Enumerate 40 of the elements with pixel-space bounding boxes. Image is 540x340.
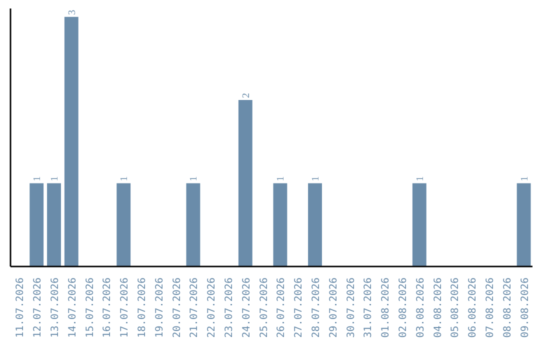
x-tick-label: 11.07.2026 [15, 277, 26, 338]
data-label: 1 [50, 176, 60, 182]
x-tick-label: 07.08.2026 [485, 277, 496, 338]
data-label: 1 [32, 176, 44, 182]
x-tick-label: 30.07.2026 [346, 277, 357, 338]
x-tick-label: 02.08.2026 [398, 277, 409, 338]
x-tick-label: 29.07.2026 [328, 277, 340, 338]
x-tick-label: 16.07.2026 [102, 277, 114, 338]
data-label: 3 [66, 10, 78, 15]
x-tick-label: 04.08.2026 [432, 277, 444, 338]
x-tick-label: 27.07.2026 [294, 277, 305, 338]
data-label: 1 [414, 176, 426, 182]
x-tick-label: 18.07.2026 [137, 277, 148, 338]
data-label: 1 [310, 176, 322, 182]
x-tick-label: 15.07.2026 [84, 277, 96, 338]
data-label: 1 [188, 176, 200, 182]
x-tick-label: 12.07.2026 [32, 277, 44, 338]
data-label: 1 [276, 176, 287, 182]
x-tick-label: 13.07.2026 [50, 277, 61, 338]
x-tick-label: 22.07.2026 [206, 277, 218, 338]
x-tick-label: 03.08.2026 [415, 277, 426, 338]
x-tick-label: 08.08.2026 [502, 277, 514, 338]
x-tick-label: 31.07.2026 [363, 277, 374, 338]
data-label: 1 [519, 176, 530, 182]
x-tick-label: 17.07.2026 [120, 277, 131, 338]
x-tick-label: 28.07.2026 [311, 277, 322, 338]
x-tick-label: 19.07.2026 [154, 277, 166, 338]
x-tick-label: 24.07.2026 [241, 277, 252, 338]
x-tick-label: 06.08.2026 [468, 277, 479, 338]
x-tick-label: 14.07.2026 [67, 277, 78, 338]
data-label: 1 [119, 176, 130, 182]
data-label: 2 [240, 93, 252, 98]
x-tick-label: 01.08.2026 [380, 277, 392, 338]
x-tick-label: 25.07.2026 [258, 277, 270, 338]
x-tick-label: 26.07.2026 [276, 277, 288, 338]
x-tick-label: 20.07.2026 [172, 277, 183, 338]
x-tick-label: 09.08.2026 [520, 277, 531, 338]
x-tick-label: 05.08.2026 [450, 277, 462, 338]
x-tick-label: 21.07.2026 [189, 277, 200, 338]
x-tick-label: 23.07.2026 [224, 277, 235, 338]
